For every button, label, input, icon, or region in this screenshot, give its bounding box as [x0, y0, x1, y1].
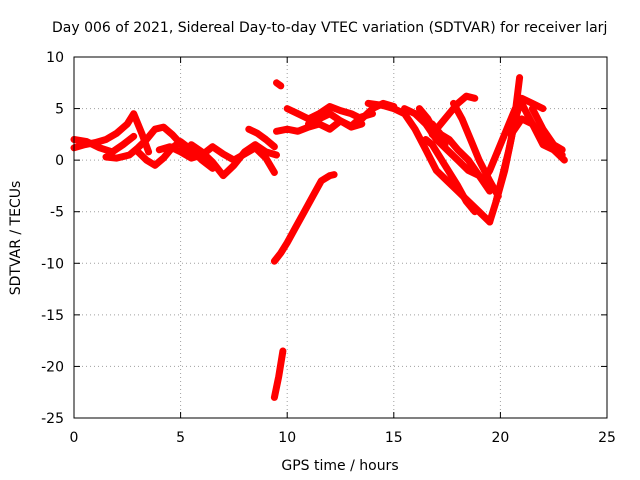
x-tick-label: 5 [176, 430, 185, 446]
x-tick-label: 0 [70, 430, 79, 446]
series-arc-13 [270, 347, 287, 401]
series-arc-11 [273, 79, 285, 90]
y-tick-label: -5 [50, 205, 64, 221]
axis-ticks [73, 56, 608, 419]
series-arc-26 [528, 105, 566, 154]
x-tick-label: 25 [598, 430, 616, 446]
x-tick-labels: 0 5 10 15 20 25 [70, 430, 616, 446]
series-arc-3 [102, 123, 193, 162]
series-arc-20 [428, 92, 479, 138]
y-tick-label: 5 [55, 102, 64, 118]
series-arc-18 [422, 136, 479, 216]
y-tick-label: -20 [41, 359, 64, 375]
y-axis-label: SDTVAR / TECUs [8, 181, 24, 296]
series-arc-8 [273, 110, 376, 135]
series-arc-12 [270, 171, 338, 265]
x-tick-label: 15 [385, 430, 403, 446]
series-arc-25 [518, 99, 568, 164]
series-arc-17 [428, 120, 494, 195]
series-arc-2 [70, 132, 138, 156]
plot-frame [73, 56, 608, 419]
x-tick-label: 10 [278, 430, 296, 446]
series-arc-22 [492, 94, 547, 205]
y-tick-label: -10 [41, 256, 64, 272]
y-tick-label: -15 [41, 308, 64, 324]
series-arc-6 [187, 141, 280, 180]
y-tick-label: 10 [46, 50, 64, 66]
chart-title: Day 006 of 2021, Sidereal Day-to-day VTE… [52, 20, 607, 36]
series-arc-7 [245, 125, 278, 151]
series-arc-10 [305, 110, 366, 131]
y-tick-label: 0 [55, 153, 64, 169]
y-tick-labels: 10 5 0 -5 -10 -15 -20 -25 [41, 50, 64, 427]
series-arc-19 [450, 99, 502, 200]
series-arc-23 [479, 105, 519, 185]
x-tick-label: 20 [491, 430, 509, 446]
y-tick-label: -25 [41, 411, 64, 427]
series-group [70, 74, 568, 401]
x-axis-label: GPS time / hours [281, 458, 398, 474]
